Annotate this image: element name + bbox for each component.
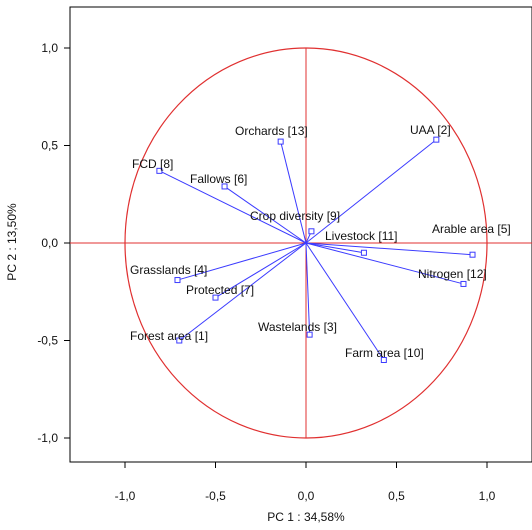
variable-label: UAA [2] — [410, 123, 451, 137]
loading-point — [469, 251, 476, 258]
loading-vector — [224, 186, 307, 244]
variable-label: Fallows [6] — [190, 172, 247, 186]
variable-label: Protected [7] — [186, 283, 254, 297]
loading-point — [306, 331, 313, 338]
x-tick-label: 0,5 — [388, 489, 405, 503]
x-tick-label: 1,0 — [479, 489, 496, 503]
loading-point — [156, 167, 163, 174]
plot-frame — [69, 6, 532, 463]
x-tick-label: 0,0 — [298, 489, 315, 503]
variable-label: Wastelands [3] — [258, 320, 337, 334]
loading-vector — [305, 242, 385, 361]
y-axis-title: PC 2 : 13,50% — [5, 203, 19, 281]
loading-point — [460, 280, 467, 287]
loading-point — [380, 357, 387, 363]
loading-point — [212, 294, 219, 301]
y-tick-label: -1,0 — [37, 431, 58, 445]
loading-vector — [280, 141, 307, 244]
loading-point — [174, 277, 181, 284]
x-axis-title: PC 1 : 34,58% — [267, 510, 345, 524]
variable-label: Crop diversity [9] — [250, 209, 340, 223]
loading-vector — [178, 242, 307, 341]
loading-vector — [305, 242, 311, 335]
loading-point — [308, 228, 315, 235]
loading-point — [360, 249, 367, 256]
label-layer: Orchards [13] UAA [2] FCD [8] Fallows [6] Cr… — [130, 123, 511, 360]
variable-label: Nitrogen [12] — [418, 267, 487, 281]
loading-vector — [159, 170, 307, 244]
variable-label: Grasslands [4] — [130, 263, 207, 277]
y-tick-label: 1,0 — [41, 41, 58, 55]
loading-vector — [305, 242, 464, 285]
x-tick-label: -0,5 — [205, 489, 226, 503]
loading-vector — [305, 139, 437, 244]
loading-vector — [305, 242, 365, 254]
plot-layer — [70, 47, 532, 439]
loading-point — [277, 138, 284, 145]
y-tick-label: -0,5 — [37, 334, 58, 348]
y-tick-label: 0,0 — [41, 236, 58, 250]
loading-vector — [177, 242, 307, 281]
variable-label: Arable area [5] — [432, 222, 511, 236]
x-tick-label: -1,0 — [115, 489, 136, 503]
variable-label: FCD [8] — [132, 157, 173, 171]
variable-label: Farm area [10] — [345, 346, 424, 360]
variable-label: Forest area [1] — [130, 329, 208, 343]
loading-point — [433, 136, 440, 143]
y-tick-label: 0,5 — [41, 139, 58, 153]
variable-label: Livestock [11] — [325, 229, 397, 243]
loading-vector — [215, 242, 307, 299]
tick-layer: -1,0 -0,5 0,0 0,5 1,0 1,0 0,5 0,0 -0,5 -1,0 — [37, 41, 495, 503]
loading-point — [221, 183, 228, 190]
loading-vector — [305, 242, 473, 256]
variable-label: Orchards [13] — [235, 124, 308, 138]
loading-point — [176, 337, 183, 344]
